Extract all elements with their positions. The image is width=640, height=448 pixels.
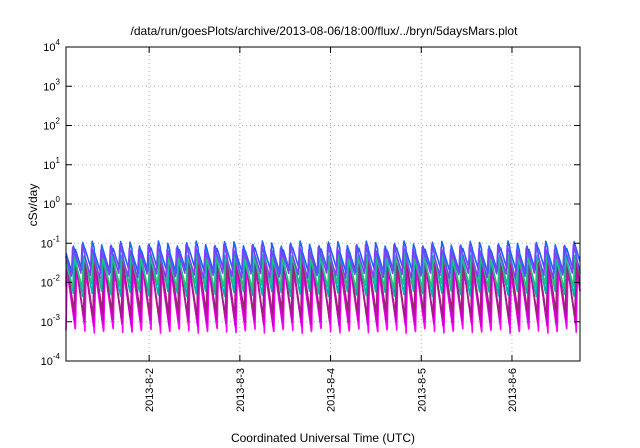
y-tick-label: 10-2: [41, 274, 61, 290]
y-tick-label: 10-3: [41, 313, 61, 329]
y-tick-label: 103: [43, 77, 60, 93]
y-tick-label: 100: [43, 195, 60, 211]
y-tick-label: 104: [43, 38, 60, 54]
series-line: [65, 255, 581, 318]
series-lines: [65, 240, 581, 335]
y-axis: 10-4 10-3 10-2 10-1 100 101 102 103 104: [41, 38, 580, 368]
y-tick-label: 10-1: [41, 234, 61, 250]
series-line: [65, 252, 581, 290]
x-tick-label: 2013-8-5: [416, 368, 428, 412]
x-axis: 2013-8-2 2013-8-3 2013-8-4 2013-8-5 2013-8-6: [144, 47, 519, 412]
series-line: [65, 240, 581, 275]
x-tick-label: 2013-8-3: [235, 368, 247, 412]
x-axis-label: Coordinated Universal Time (UTC): [231, 431, 415, 445]
y-tick-label: 10-4: [41, 352, 61, 368]
y-tick-label: 102: [43, 117, 60, 133]
y-axis-label: cSv/day: [26, 184, 40, 227]
grid: [66, 47, 580, 361]
y-tick-label: 101: [43, 156, 60, 172]
x-tick-label: 2013-8-2: [144, 368, 156, 412]
chart-title: /data/run/goesPlots/archive/2013-08-06/1…: [131, 24, 519, 38]
x-tick-label: 2013-8-6: [507, 368, 519, 412]
x-tick-label: 2013-8-4: [326, 368, 338, 412]
series-line: [65, 243, 581, 280]
